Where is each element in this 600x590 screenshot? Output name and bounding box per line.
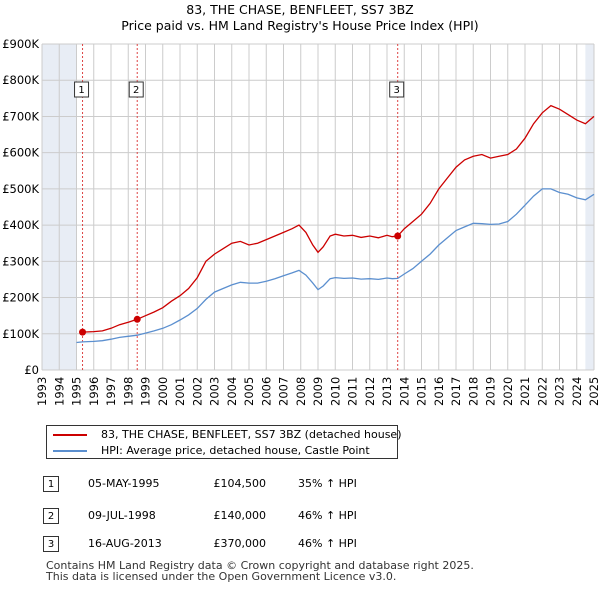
legend-swatch-hpi xyxy=(53,450,87,452)
sale-date: 05-MAY-1995 xyxy=(88,477,160,490)
x-tick-label: 2020 xyxy=(501,377,515,406)
y-tick-label: £200K xyxy=(2,291,39,305)
sale-number-badge: 2 xyxy=(43,508,59,524)
sale-number-badge: 1 xyxy=(43,476,59,492)
legend-swatch-property xyxy=(53,434,87,436)
hpi-series-line xyxy=(76,188,595,344)
legend-label-property: 83, THE CHASE, BENFLEET, SS7 3BZ (detach… xyxy=(101,428,402,441)
sale-label-box-3 xyxy=(389,81,405,98)
sale-point-2 xyxy=(133,315,141,323)
x-tick-label: 2002 xyxy=(190,377,204,406)
sale-hpi-change: 46% ↑ HPI xyxy=(298,537,357,550)
x-tick-label: 2006 xyxy=(259,377,273,406)
y-tick-label: £600K xyxy=(2,146,39,160)
sale-points xyxy=(79,232,402,336)
sale-label-text-1: 1 xyxy=(78,85,84,96)
x-tick-label: 1996 xyxy=(87,377,101,406)
legend: 83, THE CHASE, BENFLEET, SS7 3BZ (detach… xyxy=(46,425,402,459)
x-axis: 1993 1994 1995 1996 1997 1998 1999 2000 2001 2002… xyxy=(35,377,600,406)
x-tick-label: 2021 xyxy=(518,377,532,406)
x-tick-label: 2004 xyxy=(225,377,239,406)
x-tick-label: 2024 xyxy=(570,377,584,406)
x-tick-label: 2022 xyxy=(535,377,549,406)
sale-hpi-change: 46% ↑ HPI xyxy=(298,509,357,522)
x-tick-label: 2000 xyxy=(156,377,170,406)
sale-row: 3 16-AUG-2013 £370,000 46% ↑ HPI xyxy=(40,534,440,554)
sale-price: £104,500 xyxy=(213,477,267,490)
sale-label-text-2: 2 xyxy=(133,85,139,96)
y-tick-label: £0 xyxy=(24,363,39,377)
x-tick-label: 2007 xyxy=(277,377,291,406)
x-tick-label: 1993 xyxy=(35,377,49,406)
y-tick-label: £300K xyxy=(2,254,39,268)
x-tick-label: 2015 xyxy=(415,377,429,406)
sale-date: 16-AUG-2013 xyxy=(88,537,162,550)
price-chart: 1 2 3 £0 £100K £200K £300K £400K £500K £600K £700… xyxy=(2,37,600,406)
x-tick-label: 2010 xyxy=(328,377,342,406)
chart-title-subtitle: Price paid vs. HM Land Registry's House … xyxy=(121,18,479,33)
x-tick-label: 2018 xyxy=(466,377,480,406)
property-series-line xyxy=(82,104,595,333)
x-tick-label: 2003 xyxy=(208,377,222,406)
sale-hpi-change: 35% ↑ HPI xyxy=(298,477,357,490)
sale-point-3 xyxy=(394,232,402,240)
y-axis: £0 £100K £200K £300K £400K £500K £600K £700K £80… xyxy=(2,37,39,377)
x-tick-label: 2011 xyxy=(346,377,360,406)
x-tick-label: 2025 xyxy=(587,377,600,406)
x-tick-label: 1997 xyxy=(104,377,118,406)
x-tick-label: 2016 xyxy=(432,377,446,406)
y-tick-label: £900K xyxy=(2,37,39,51)
y-tick-label: £800K xyxy=(2,73,39,87)
y-tick-label: £100K xyxy=(2,327,39,341)
x-tick-label: 1999 xyxy=(139,377,153,406)
sale-price: £140,000 xyxy=(213,509,267,522)
x-tick-label: 2017 xyxy=(449,377,463,406)
sale-point-1 xyxy=(79,328,87,336)
x-tick-label: 1995 xyxy=(70,377,84,406)
x-tick-label: 2023 xyxy=(553,377,567,406)
x-tick-label: 2009 xyxy=(311,377,325,406)
x-tick-label: 2008 xyxy=(294,377,308,406)
x-tick-label: 1994 xyxy=(52,377,66,406)
y-tick-label: £500K xyxy=(2,182,39,196)
legend-label-hpi: HPI: Average price, detached house, Cast… xyxy=(101,444,370,457)
shade-right xyxy=(585,44,594,370)
sale-label-box-2 xyxy=(128,81,144,98)
x-tick-label: 2014 xyxy=(397,377,411,406)
x-tick-label: 2005 xyxy=(242,377,256,406)
x-tick-label: 2012 xyxy=(363,377,377,406)
sale-label-box-1 xyxy=(74,81,90,98)
x-tick-label: 1998 xyxy=(121,377,135,406)
y-tick-label: £700K xyxy=(2,109,39,123)
x-tick-label: 2019 xyxy=(484,377,498,406)
footer-copyright: Contains HM Land Registry data © Crown c… xyxy=(46,559,474,572)
footer-attribution: Contains HM Land Registry data © Crown c… xyxy=(46,560,474,582)
sale-date: 09-JUL-1998 xyxy=(88,509,156,522)
sale-label-text-3: 3 xyxy=(394,85,400,96)
sale-number-badge: 3 xyxy=(43,536,59,552)
chart-title-address: 83, THE CHASE, BENFLEET, SS7 3BZ xyxy=(186,2,414,17)
sale-row: 1 05-MAY-1995 £104,500 35% ↑ HPI xyxy=(40,474,440,494)
x-tick-label: 2013 xyxy=(380,377,394,406)
y-tick-label: £400K xyxy=(2,218,39,232)
x-tick-label: 2001 xyxy=(173,377,187,406)
grid-lines xyxy=(41,43,595,371)
sale-label-boxes: 1 2 3 xyxy=(74,81,405,98)
footer-licence: This data is licensed under the Open Gov… xyxy=(46,570,397,583)
sale-row: 2 09-JUL-1998 £140,000 46% ↑ HPI xyxy=(40,506,440,526)
sale-price: £370,000 xyxy=(213,537,267,550)
